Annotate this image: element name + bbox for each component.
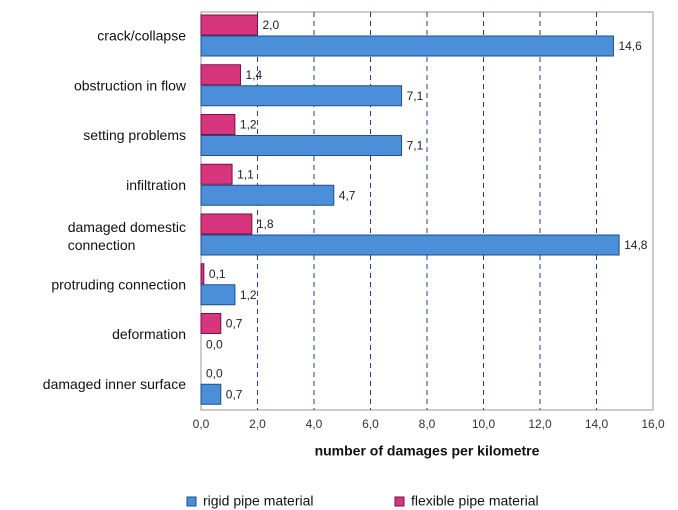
bar [200, 184, 335, 206]
category-label: deformation [112, 326, 186, 342]
value-label: 2,0 [263, 18, 280, 32]
x-tick-label: 12,0 [528, 417, 552, 431]
value-label: 0,7 [226, 317, 243, 331]
category-label: damaged inner surface [43, 376, 186, 392]
legend-swatch [394, 496, 405, 507]
value-label: 0,0 [206, 338, 223, 352]
label-line: connection [68, 237, 136, 253]
bar [200, 263, 205, 285]
bar [200, 163, 233, 185]
x-tick-label: 2,0 [249, 417, 266, 431]
category-label: setting problems [83, 127, 186, 143]
value-label: 14,6 [618, 39, 642, 53]
x-tick-label: 14,0 [585, 417, 609, 431]
value-label: 7,1 [407, 139, 424, 153]
bar [200, 14, 258, 36]
bar [200, 114, 236, 135]
x-axis-title: number of damages per kilometre [315, 443, 540, 459]
x-tick-label: 0,0 [193, 417, 210, 431]
label-line: damaged domestic [68, 219, 186, 235]
value-label: 0,7 [226, 387, 243, 401]
bar [200, 284, 236, 306]
category-label: crack/collapse [97, 28, 186, 44]
x-tick-label: 10,0 [472, 417, 496, 431]
value-label: 0,0 [206, 366, 223, 380]
bar [200, 213, 253, 235]
x-tick-label: 16,0 [641, 417, 665, 431]
bar [200, 135, 403, 156]
value-label: 4,7 [339, 188, 356, 202]
value-label: 14,8 [624, 238, 648, 252]
value-label: 1,4 [246, 68, 263, 82]
bar [200, 64, 242, 86]
bar [200, 234, 620, 256]
category-label: infiltration [126, 177, 186, 193]
value-label: 1,2 [240, 288, 257, 302]
category-label: damaged domestic connection [68, 219, 186, 253]
bar [200, 313, 222, 334]
legend-label: flexible pipe material [411, 493, 539, 509]
bar [200, 85, 403, 107]
legend-swatch [186, 496, 197, 507]
value-label: 7,1 [407, 89, 424, 103]
bar [200, 35, 614, 57]
category-label: protruding connection [51, 276, 186, 292]
x-tick-label: 4,0 [306, 417, 323, 431]
legend-label: rigid pipe material [203, 493, 314, 509]
x-tick-label: 8,0 [419, 417, 436, 431]
x-tick-label: 6,0 [362, 417, 379, 431]
value-label: 1,8 [257, 217, 274, 231]
category-label: obstruction in flow [74, 77, 187, 93]
value-label: 0,1 [209, 267, 226, 281]
value-label: 1,1 [237, 167, 254, 181]
bar [200, 383, 222, 405]
value-label: 1,2 [240, 118, 257, 132]
